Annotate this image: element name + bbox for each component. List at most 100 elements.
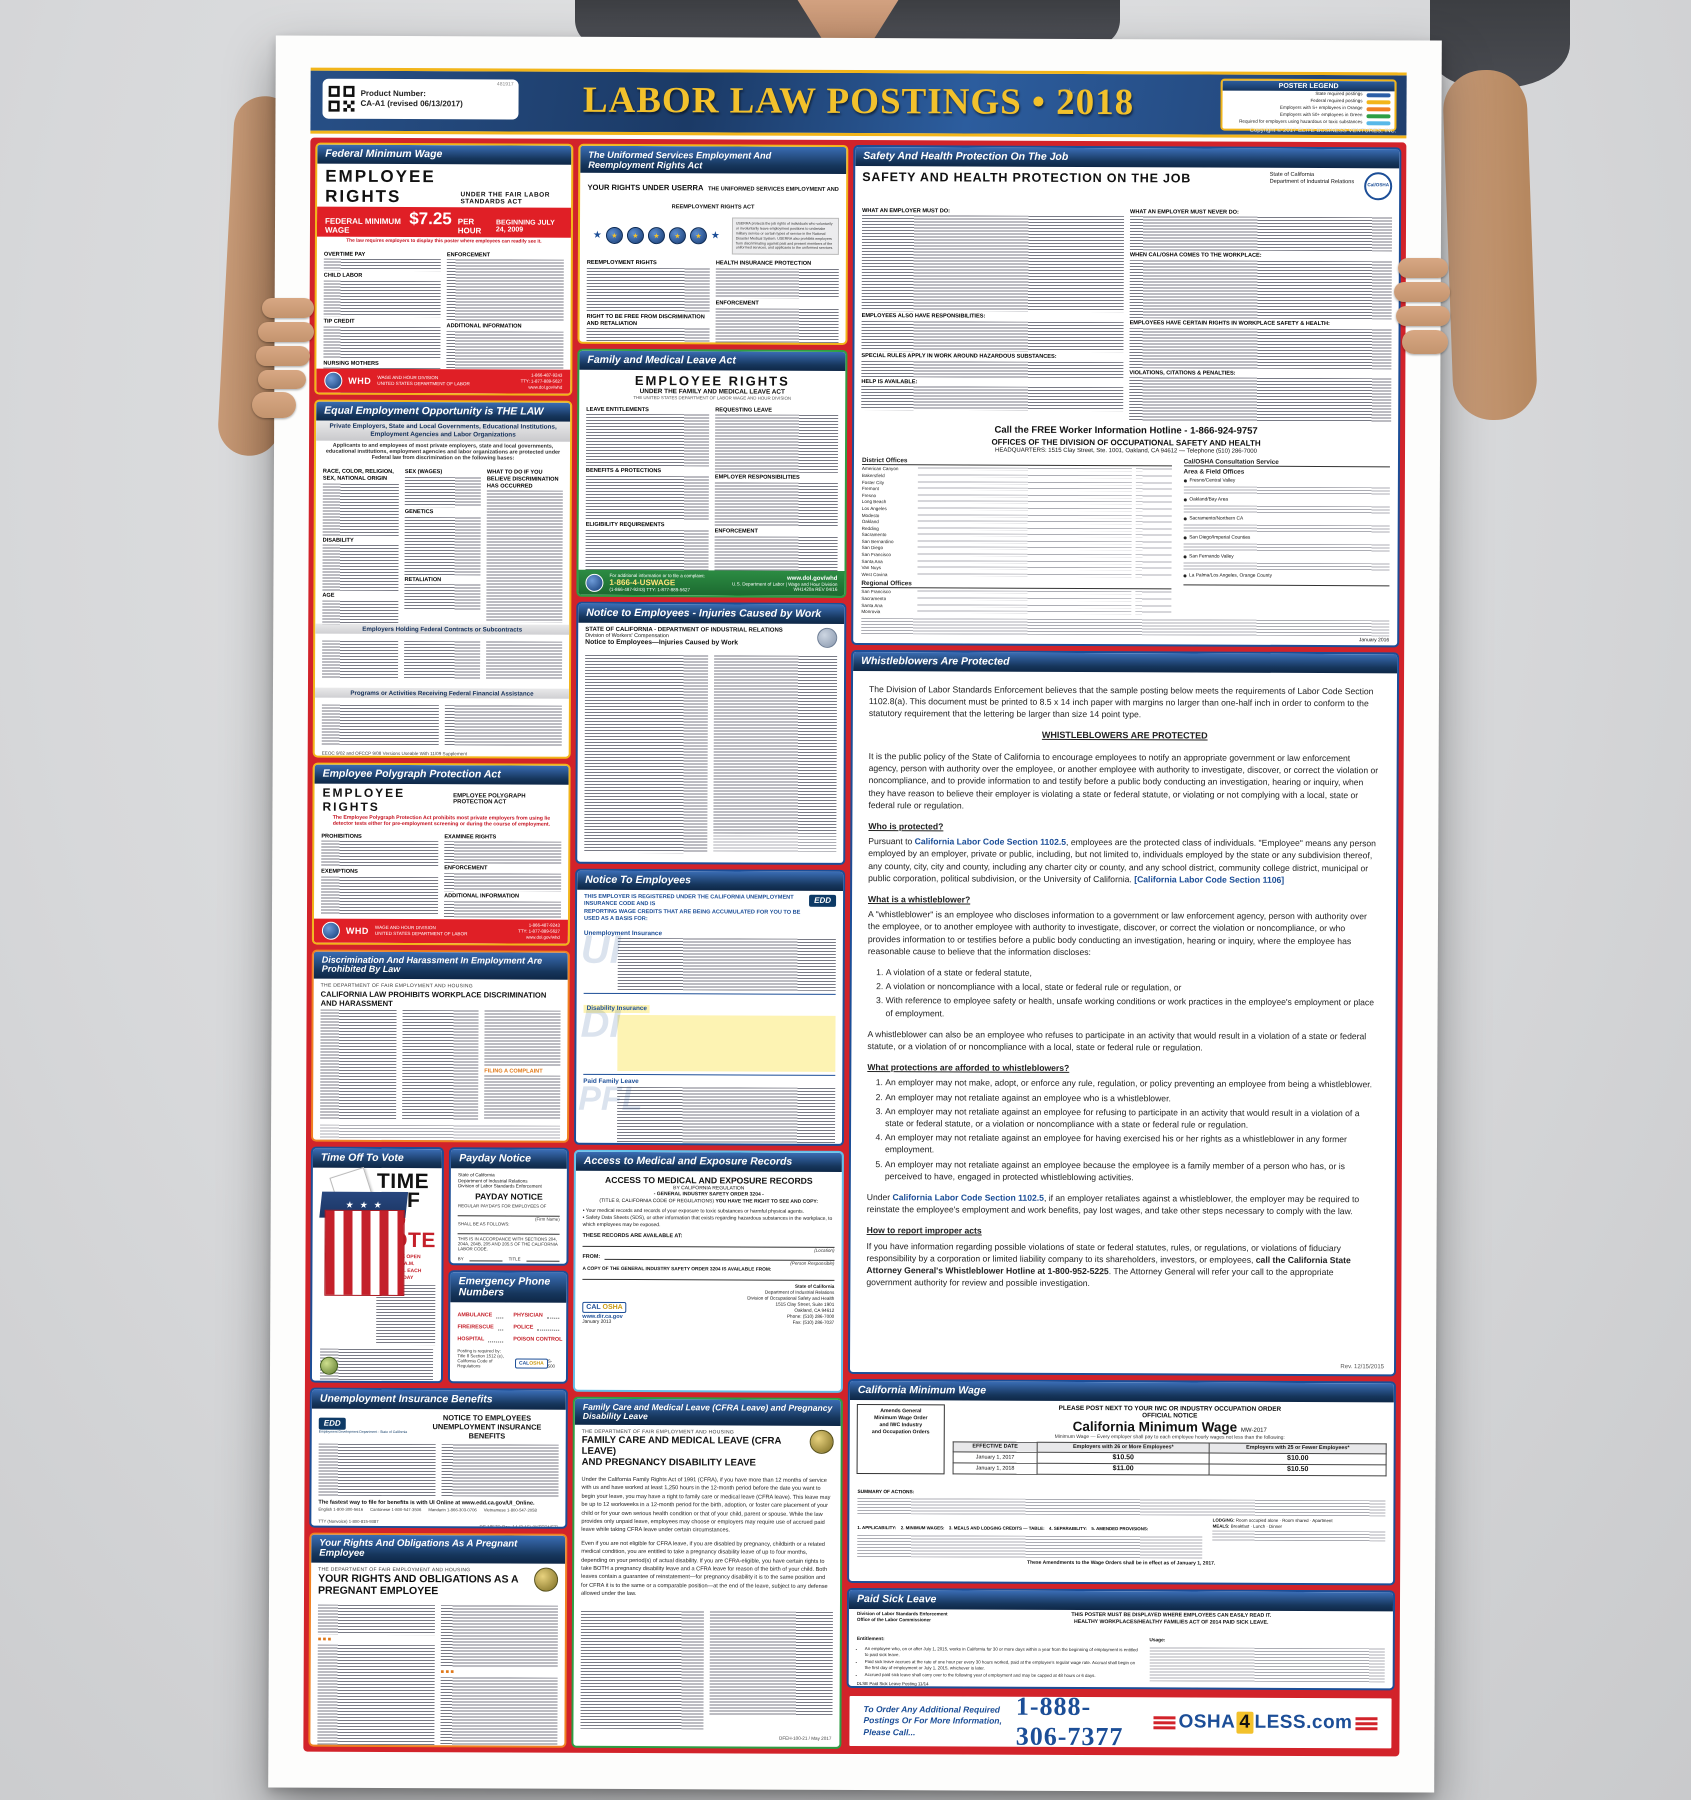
fine-print-block <box>319 1124 561 1143</box>
right-hand-finger <box>1398 258 1448 278</box>
fine-print-block <box>323 258 441 272</box>
uib-phone: English 1-800-300-5616 <box>318 1506 364 1512</box>
fineprint-heading: RIGHT TO BE FREE FROM DISCRIMINATION AND… <box>586 313 705 327</box>
right-hand-thumb <box>1402 330 1448 354</box>
mw-meals-row: Dinner <box>1269 1523 1283 1530</box>
district-office: Foster City <box>861 479 885 485</box>
fine-print-block <box>441 1443 559 1497</box>
fineprint-heading: ENFORCEMENT <box>715 300 759 307</box>
eeo-subtitle-1: Private Employers, State and Local Gover… <box>329 422 557 431</box>
payday-schedule-line <box>457 1226 560 1236</box>
eeo-band-contracts: Employers Holding Federal Contracts or S… <box>315 623 570 635</box>
legend-label: Required for employers using hazardous o… <box>1239 118 1363 125</box>
service-medallion-icon: ★ <box>668 227 686 245</box>
access-date: January 2013 <box>582 1319 612 1325</box>
logo-stripes-icon <box>1153 1715 1176 1729</box>
payday-by-label: BY <box>457 1256 464 1262</box>
pfl-watermark: PFL <box>578 1079 643 1118</box>
left-hand-finger <box>256 346 310 366</box>
fine-print-block <box>586 267 710 313</box>
district-office: Fresno <box>861 492 877 498</box>
section-header: Safety And Health Protection On The Job <box>855 146 1400 168</box>
ui-watermark: UI <box>580 927 621 972</box>
fine-print-block <box>444 841 562 864</box>
legend-chip-5plus <box>1366 106 1391 111</box>
mw-effect-line: These Amendments to the Wage Orders shal… <box>1027 1559 1216 1567</box>
section-access-medical-records: Access to Medical and Exposure Records A… <box>572 1149 844 1393</box>
userra-summary-box: USERRA protects the job rights of indivi… <box>731 217 840 256</box>
fmw-wage-unit: PER HOUR <box>457 216 482 235</box>
uib-title-2: UNEMPLOYMENT INSURANCE BENEFITS <box>432 1421 542 1441</box>
service-medallion-icon: ★ <box>605 227 623 245</box>
fineprint-heading: GENETICS <box>404 508 434 516</box>
whistle-title: WHISTLEBLOWERS ARE PROTECTED <box>1041 729 1208 741</box>
fine-print-block <box>580 1611 704 1730</box>
section-header: Employee Polygraph Protection Act <box>314 764 569 785</box>
mw-rate-large: $10.50 <box>1037 1451 1210 1464</box>
area-office: Fresno/Central Valley <box>1189 478 1236 484</box>
access-person-label: (Person Responsible) <box>790 1260 835 1266</box>
whd-footer: WHD WAGE AND HOUR DIVISION UNITED STATES… <box>316 368 571 394</box>
area-office: La Palma/Los Angeles, Orange County <box>1189 573 1273 579</box>
dfeh-seal-icon <box>534 1567 559 1592</box>
district-office: San Francisco <box>861 552 891 558</box>
right-hand-finger <box>1394 282 1450 302</box>
section-header: Discrimination And Harassment In Employm… <box>313 951 568 980</box>
whd-web: www.dol.gov/whd <box>528 384 563 390</box>
fine-print-block <box>586 328 710 345</box>
section-header: Emergency Phone Numbers <box>450 1272 567 1303</box>
district-office: San Bernardino <box>861 538 894 545</box>
district-office: Oakland <box>861 519 879 525</box>
whd-footer: WHD WAGE AND HOUR DIVISION UNITED STATES… <box>313 918 568 944</box>
section-employee-polygraph: Employee Polygraph Protection Act EMPLOY… <box>311 762 571 946</box>
fineprint-heading: WHAT AN EMPLOYER MUST NEVER DO: <box>1130 208 1239 216</box>
fine-print-block <box>857 1534 1203 1559</box>
safety-hq-line: HEADQUARTERS: 1515 Clay Street, Ste. 100… <box>995 447 1258 455</box>
fine-print-block <box>709 1611 833 1717</box>
section-header: Whistleblowers Are Protected <box>853 651 1398 673</box>
fine-print-block <box>861 360 1124 378</box>
fine-print-block <box>322 483 399 536</box>
district-office: Van Nuys <box>861 565 882 571</box>
fine-print-block <box>715 308 839 345</box>
order-text-2: Postings Or For More Information, <box>863 1715 1002 1727</box>
sick-entitlement-label: Entitlement: <box>856 1636 885 1642</box>
consultation-label: Cal/OSHA Consultation Service <box>1183 457 1390 467</box>
fine-print-block <box>714 414 839 474</box>
fineprint-heading: RACE, COLOR, RELIGION, SEX, NATIONAL ORI… <box>322 468 394 482</box>
fineprint-heading: ENFORCEMENT <box>714 528 758 535</box>
fine-print-block <box>404 516 481 575</box>
fine-print-block <box>484 1075 561 1121</box>
section-equal-employment-opportunity: Equal Employment Opportunity is THE LAW … <box>312 399 573 759</box>
legend-label: Federal required postings <box>1310 98 1363 104</box>
section-federal-minimum-wage: Federal Minimum Wage EMPLOYEE RIGHTS UND… <box>314 142 574 396</box>
edd-notice-intro-1: THIS EMPLOYER IS REGISTERED UNDER THE CA… <box>584 893 794 908</box>
left-hand-thumb <box>252 392 296 418</box>
section-header: Family and Medical Leave Act <box>579 350 846 371</box>
section-whistleblowers: Whistleblowers Are Protected The Divisio… <box>847 649 1400 1377</box>
whistle-paragraph: It is the public policy of the State of … <box>868 750 1379 811</box>
fineprint-heading: REQUESTING LEAVE <box>715 406 772 414</box>
mw-subtitle: Minimum Wage — Every employer shall pay … <box>1054 1433 1285 1441</box>
legend-label: State required postings <box>1315 91 1363 97</box>
labor-code-link: California Labor Code Section 1102.5 <box>892 1192 1044 1203</box>
access-bullet-2: • Safety Data Sheets (SDS), or other inf… <box>582 1214 833 1228</box>
mw-lodging-row: Room shared <box>1282 1517 1309 1523</box>
fmw-title: EMPLOYEE RIGHTS <box>325 166 436 206</box>
whistle-list-item: A violation or noncompliance with a loca… <box>886 980 1380 994</box>
fineprint-heading: EMPLOYER RESPONSIBILITIES <box>714 474 800 482</box>
fineprint-heading: SEX (WAGES) <box>404 469 443 476</box>
emergency-label: AMBULANCE <box>457 1312 493 1319</box>
copyright-line: Copyright © 2017 ELITE BUSINESS VENTURES… <box>1249 127 1397 135</box>
mw-code: MW-2017 <box>1240 1427 1267 1434</box>
qr-code-icon <box>328 85 355 112</box>
pregnant-title: YOUR RIGHTS AND OBLIGATIONS AS A PREGNAN… <box>318 1572 519 1598</box>
mw-item: 5. AMENDED PROVISIONS: <box>1091 1525 1149 1531</box>
left-hand-finger <box>258 322 314 342</box>
fmw-display-note: The law requires employers to display th… <box>346 238 542 245</box>
order-footer-bar: To Order Any Additional Required Posting… <box>846 1692 1395 1752</box>
whistle-paragraph: A "whistleblower" is an employee who dis… <box>867 909 1367 957</box>
fine-print-block <box>616 1087 836 1146</box>
emergency-label: HOSPITAL <box>457 1336 485 1343</box>
district-offices-label: District Offices <box>861 456 1172 466</box>
